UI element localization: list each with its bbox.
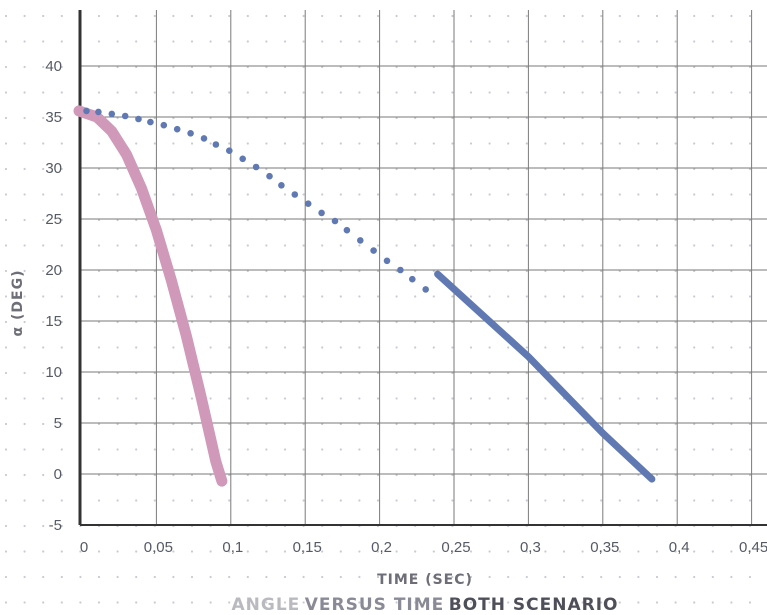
- y-tick-label: 5: [54, 415, 62, 432]
- series-1-point: [252, 163, 260, 171]
- x-tick-labels: 0 0,05 0,1 0,15 0,2 0,25 0,3 0,35 0,4 0,45: [80, 539, 767, 556]
- x-tick-label: 0,4: [669, 539, 690, 556]
- y-tick-label: 20: [45, 262, 62, 279]
- x-tick-label: 0,1: [222, 539, 243, 556]
- series-1-point: [278, 182, 285, 189]
- series-1-point: [160, 121, 168, 129]
- caption-part-3: BOTH SCENARIO: [449, 595, 619, 615]
- series-1-point: [95, 108, 102, 116]
- x-tick-label: 0,3: [520, 539, 541, 556]
- series-1-point: [200, 135, 208, 142]
- x-tick-label: 0,25: [441, 539, 470, 556]
- series-1-point: [422, 286, 430, 293]
- series-1-point: [147, 118, 154, 126]
- caption-part-1: ANGLE: [232, 595, 301, 615]
- x-tick-label: 0,2: [371, 539, 392, 556]
- series-1-point: [318, 209, 325, 217]
- series-1-point: [108, 110, 116, 118]
- background-dot-pattern: [4, 14, 752, 604]
- y-tick-label: 40: [45, 58, 62, 75]
- y-tick-label: 15: [45, 313, 62, 330]
- grid-lines: [80, 10, 767, 525]
- x-tick-label: 0,35: [590, 539, 619, 556]
- series-1-point: [187, 130, 194, 137]
- series-0-line: [73, 105, 228, 487]
- y-tick-label: 10: [45, 364, 62, 381]
- series-1-point: [121, 112, 129, 120]
- series-1-point: [370, 247, 377, 254]
- chart-caption: ANGLE VERSUS TIME BOTH SCENARIO: [232, 595, 619, 615]
- x-tick-label: 0,45: [739, 539, 767, 556]
- caption-part-2: VERSUS TIME: [305, 595, 445, 615]
- y-tick-label: -5: [49, 517, 62, 534]
- series-1-point: [83, 107, 90, 115]
- series-1-point: [135, 115, 142, 123]
- series-1-point: [212, 141, 220, 148]
- x-tick-label: 0: [80, 539, 88, 556]
- series-1-point: [226, 147, 233, 154]
- series-1-point: [239, 155, 246, 163]
- y-tick-label: 30: [45, 160, 62, 177]
- series-1-point: [291, 191, 299, 198]
- series-1-point: [331, 217, 339, 225]
- y-tick-label: 35: [45, 109, 62, 126]
- series-1-point: [397, 266, 404, 274]
- series-1-point: [266, 172, 273, 180]
- series-group: [73, 105, 656, 487]
- y-tick-labels: -5 0 5 10 15 20 25 30 35 40: [45, 58, 62, 534]
- series-1-point: [343, 226, 351, 234]
- y-axis-title: α (DEG): [10, 270, 26, 337]
- series-1-point: [304, 200, 312, 207]
- series-1-point: [383, 257, 391, 265]
- y-tick-label: 0: [54, 466, 62, 483]
- series-2-line: [434, 270, 656, 483]
- axes: [78, 10, 767, 526]
- x-tick-label: 0,05: [144, 539, 173, 556]
- x-tick-label: 0,15: [293, 539, 322, 556]
- x-axis-title: TIME (SEC): [377, 572, 473, 588]
- series-1-point: [357, 237, 364, 244]
- series-1-point: [173, 125, 181, 133]
- series-1-point: [409, 275, 416, 283]
- y-tick-label: 25: [45, 211, 62, 228]
